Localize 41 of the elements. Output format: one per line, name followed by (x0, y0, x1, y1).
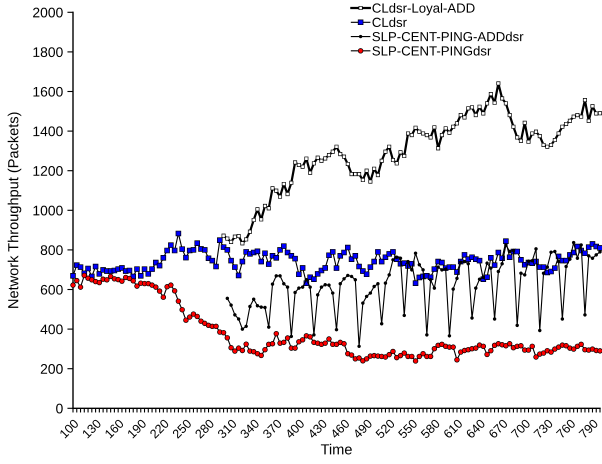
x-tick-label: 130 (82, 418, 102, 439)
y-tick-label: 600 (40, 284, 63, 295)
x-tick-label: 550 (398, 418, 418, 439)
x-tick-label: 160 (104, 418, 124, 439)
legend-label: CLdsr-Loyal-ADD (372, 3, 475, 16)
x-tick-label: 220 (149, 418, 170, 439)
x-tick-label: 640 (465, 418, 486, 439)
legend-label: SLP-CENT-PING-ADDdsr (372, 32, 524, 42)
x-tick-label: 370 (262, 418, 282, 439)
x-tick-label: 310 (216, 418, 238, 439)
x-tick-label: 250 (172, 418, 192, 439)
x-tick-label: 430 (307, 418, 328, 440)
y-tick-label: 1800 (33, 47, 63, 58)
y-tick-label: 200 (40, 364, 63, 374)
x-tick-label: 730 (533, 418, 554, 439)
legend-label: CLdsr (372, 17, 407, 28)
y-tick-label: 800 (40, 245, 63, 256)
x-axis-title: Time (320, 444, 352, 454)
x-tick-label: 760 (556, 418, 576, 439)
y-tick-label: 0 (56, 404, 63, 414)
x-tick-label: 790 (578, 418, 599, 439)
x-tick-label: 190 (126, 418, 147, 439)
x-tick-label: 490 (352, 418, 373, 440)
y-tick-label: 2000 (33, 8, 63, 18)
x-tick-label: 400 (284, 418, 306, 440)
y-tick-label: 400 (40, 324, 63, 334)
y-tick-label: 1600 (33, 86, 63, 97)
y-tick-label: 1200 (33, 166, 63, 176)
y-tick-label: 1000 (33, 206, 63, 216)
y-axis-title: Network Throughput (Packets) (8, 112, 22, 308)
x-tick-label: 460 (330, 418, 350, 440)
x-tick-label: 700 (510, 418, 531, 439)
y-tick-label: 1400 (33, 126, 63, 136)
x-tick-label: 520 (375, 418, 396, 439)
x-tick-label: 280 (194, 418, 215, 439)
x-tick-label: 580 (420, 418, 441, 439)
x-tick-label: 100 (59, 418, 80, 439)
x-tick-label: 340 (240, 418, 260, 439)
x-tick-label: 670 (488, 418, 508, 439)
x-tick-label: 610 (442, 418, 464, 439)
legend-label: SLP-CENT-PINGdsr (372, 46, 492, 56)
